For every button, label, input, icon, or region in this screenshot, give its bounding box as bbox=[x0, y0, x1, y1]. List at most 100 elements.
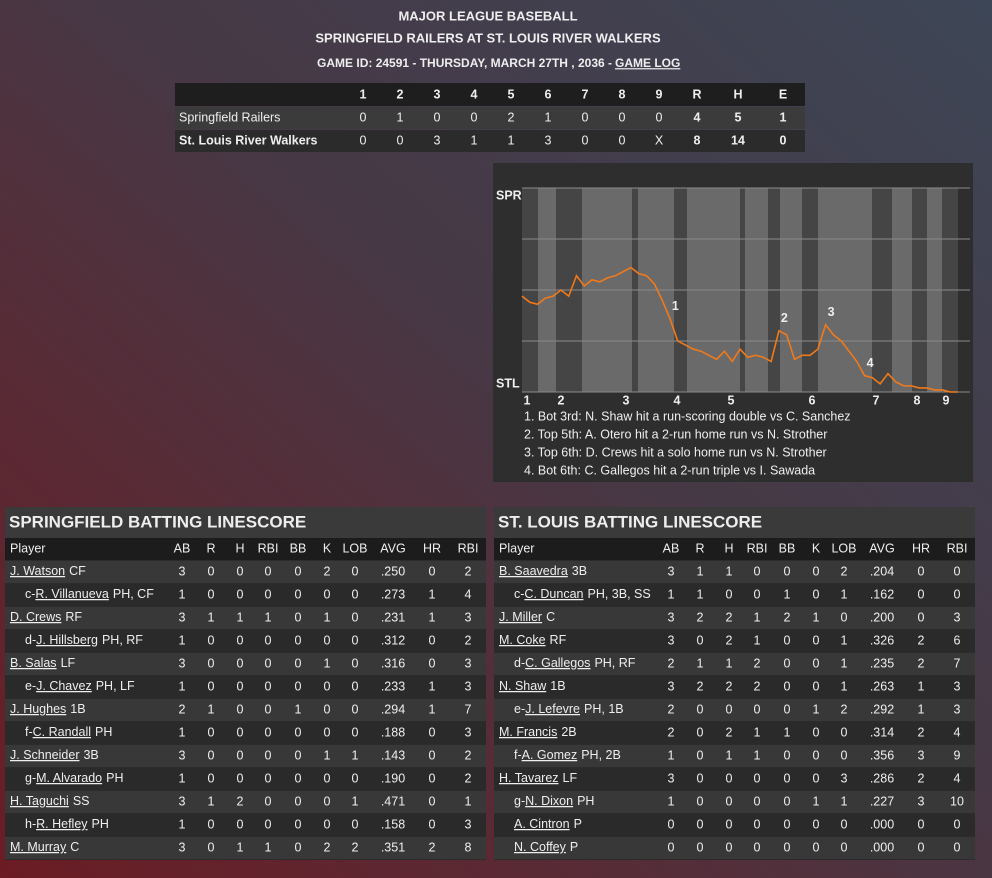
batting-row bbox=[494, 676, 975, 698]
stat-cell: 1 bbox=[697, 656, 704, 670]
player-cell: c-C. Duncan PH, 3B, SS bbox=[514, 587, 651, 601]
stat-cell: 2 bbox=[726, 633, 733, 647]
stat-cell: 2 bbox=[429, 840, 436, 854]
stat-cell: 2 bbox=[465, 633, 472, 647]
player-name[interactable]: A. Gomez bbox=[522, 748, 578, 762]
stat-cell: 3 bbox=[668, 771, 675, 785]
stat-cell: 2 bbox=[918, 725, 925, 739]
player-name[interactable]: J. Miller bbox=[499, 610, 542, 624]
stat-cell: 7 bbox=[465, 702, 472, 716]
stat-cell: .158 bbox=[381, 817, 405, 831]
stat-cell: 0 bbox=[841, 610, 848, 624]
player-name[interactable]: C. Duncan bbox=[524, 587, 583, 601]
player-name[interactable]: N. Coffey bbox=[514, 840, 567, 854]
stat-cell: 0 bbox=[813, 748, 820, 762]
league-title: MAJOR LEAGUE BASEBALL bbox=[398, 8, 577, 23]
stat-cell: 0 bbox=[208, 587, 215, 601]
stat-cell: 0 bbox=[237, 771, 244, 785]
player-cell: M. Murray C bbox=[10, 840, 79, 854]
player-name[interactable]: D. Crews bbox=[10, 610, 61, 624]
player-name[interactable]: A. Cintron bbox=[514, 817, 570, 831]
stat-cell: 2 bbox=[754, 656, 761, 670]
stat-cell: 2 bbox=[918, 656, 925, 670]
stat-cell: 2 bbox=[465, 564, 472, 578]
stat-cell: 0 bbox=[237, 633, 244, 647]
player-name[interactable]: M. Alvarado bbox=[36, 771, 102, 785]
stat-cell: 1 bbox=[697, 587, 704, 601]
y-top-label: SPR bbox=[496, 188, 522, 202]
stat-cell: 0 bbox=[813, 679, 820, 693]
stat-cell: 1 bbox=[784, 587, 791, 601]
stat-cell: 1 bbox=[179, 771, 186, 785]
linescore-cell: 0 bbox=[471, 110, 478, 124]
stat-cell: 0 bbox=[324, 679, 331, 693]
stat-cell: 1 bbox=[841, 794, 848, 808]
stat-cell: 2 bbox=[668, 725, 675, 739]
player-name[interactable]: J. Watson bbox=[10, 564, 65, 578]
stat-cell: 0 bbox=[208, 817, 215, 831]
player-name[interactable]: H. Tavarez bbox=[499, 771, 559, 785]
batting-col: K bbox=[812, 541, 821, 555]
stat-cell: 3 bbox=[179, 748, 186, 762]
player-name[interactable]: J. Schneider bbox=[10, 748, 79, 762]
player-name[interactable]: C. Randall bbox=[33, 725, 91, 739]
player-cell: f-C. Randall PH bbox=[25, 725, 112, 739]
player-name[interactable]: J. Hughes bbox=[10, 702, 66, 716]
stat-cell: 1 bbox=[726, 564, 733, 578]
player-prefix: g- bbox=[25, 771, 36, 785]
stat-cell: 0 bbox=[237, 679, 244, 693]
stat-cell: 0 bbox=[697, 748, 704, 762]
player-name[interactable]: R. Hefley bbox=[36, 817, 88, 831]
linescore-cell: 3 bbox=[434, 133, 441, 147]
stat-cell: 0 bbox=[208, 564, 215, 578]
player-name[interactable]: M. Murray bbox=[10, 840, 67, 854]
batting-col: RBI bbox=[458, 541, 479, 555]
stat-cell: 0 bbox=[324, 633, 331, 647]
player-prefix: e- bbox=[514, 702, 525, 716]
linescore-cell: 1 bbox=[508, 133, 515, 147]
x-label: 9 bbox=[943, 393, 950, 407]
player-name[interactable]: H. Taguchi bbox=[10, 794, 69, 808]
player-name[interactable]: B. Saavedra bbox=[499, 564, 568, 578]
game-log-link[interactable]: GAME LOG bbox=[615, 56, 680, 70]
player-pos: PH, 3B, SS bbox=[587, 587, 650, 601]
stat-cell: .292 bbox=[870, 702, 894, 716]
batting-col: BB bbox=[779, 541, 796, 555]
stat-cell: 0 bbox=[265, 633, 272, 647]
player-name[interactable]: N. Shaw bbox=[499, 679, 547, 693]
player-name[interactable]: N. Dixon bbox=[525, 794, 573, 808]
player-pos: CF bbox=[69, 564, 86, 578]
stat-cell: 4 bbox=[954, 771, 961, 785]
player-name[interactable]: B. Salas bbox=[10, 656, 57, 670]
player-name[interactable]: C. Gallegos bbox=[525, 656, 590, 670]
batting-col: R bbox=[695, 541, 704, 555]
batting-row bbox=[5, 676, 486, 698]
player-name[interactable]: R. Villanueva bbox=[35, 587, 108, 601]
player-name[interactable]: J. Chavez bbox=[36, 679, 92, 693]
stat-cell: 1 bbox=[726, 656, 733, 670]
player-cell: J. Miller C bbox=[499, 610, 555, 624]
player-name[interactable]: J. Lefevre bbox=[525, 702, 580, 716]
player-name[interactable]: M. Francis bbox=[499, 725, 557, 739]
player-cell: e-J. Chavez PH, LF bbox=[25, 679, 135, 693]
stat-cell: .000 bbox=[870, 817, 894, 831]
stat-cell: 0 bbox=[324, 794, 331, 808]
stat-cell: .188 bbox=[381, 725, 405, 739]
matchup-title: SPRINGFIELD RAILERS AT ST. LOUIS RIVER W… bbox=[315, 30, 661, 45]
stat-cell: 0 bbox=[918, 840, 925, 854]
stat-cell: 0 bbox=[208, 748, 215, 762]
stat-cell: 1 bbox=[237, 840, 244, 854]
batting-title: SPRINGFIELD BATTING LINESCORE bbox=[9, 512, 306, 531]
player-name[interactable]: M. Coke bbox=[499, 633, 546, 647]
stat-cell: 0 bbox=[754, 587, 761, 601]
stat-cell: 3 bbox=[668, 564, 675, 578]
stat-cell: 0 bbox=[784, 771, 791, 785]
player-prefix: d- bbox=[514, 656, 525, 670]
player-pos: PH, CF bbox=[113, 587, 154, 601]
stat-cell: .204 bbox=[870, 564, 894, 578]
linescore-cell: 1 bbox=[545, 110, 552, 124]
batting-row bbox=[5, 630, 486, 652]
batting-row bbox=[5, 699, 486, 721]
stat-cell: .231 bbox=[381, 610, 405, 624]
player-name[interactable]: J. Hillsberg bbox=[36, 633, 98, 647]
